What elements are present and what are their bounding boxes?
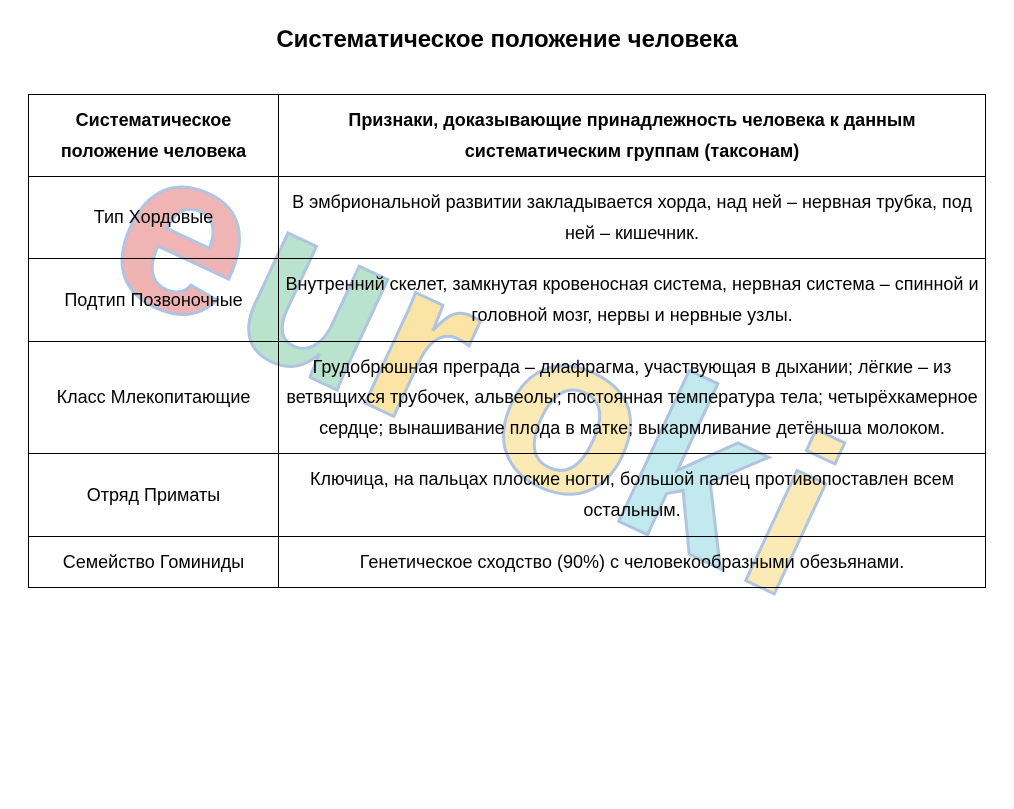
systematics-table: Систематическое положение человека Призн… [28,94,986,588]
table-header-row: Систематическое положение человека Призн… [29,95,986,177]
cell-position: Подтип Позвоночные [29,259,279,341]
table-row: Отряд ПриматыКлючица, на пальцах плоские… [29,454,986,536]
cell-traits: Ключица, на пальцах плоские ногти, больш… [279,454,986,536]
page-title: Систематическое положение человека [28,26,986,54]
cell-traits: Грудобрюшная преграда – диафрагма, участ… [279,341,986,454]
table-row: Тип ХордовыеВ эмбриональной развитии зак… [29,177,986,259]
table-row: Класс МлекопитающиеГрудобрюшная преграда… [29,341,986,454]
content-wrapper: Систематическое положение человека Систе… [28,26,986,588]
cell-position: Тип Хордовые [29,177,279,259]
table-row: Подтип ПозвоночныеВнутренний скелет, зам… [29,259,986,341]
cell-traits: Внутренний скелет, замкнутая кровеносная… [279,259,986,341]
cell-traits: Генетическое сходство (90%) с человекооб… [279,536,986,588]
column-header-position: Систематическое положение человека [29,95,279,177]
table-row: Семейство ГоминидыГенетическое сходство … [29,536,986,588]
cell-position: Семейство Гоминиды [29,536,279,588]
cell-position: Отряд Приматы [29,454,279,536]
cell-traits: В эмбриональной развитии закладывается х… [279,177,986,259]
column-header-traits: Признаки, доказывающие принадлежность че… [279,95,986,177]
cell-position: Класс Млекопитающие [29,341,279,454]
